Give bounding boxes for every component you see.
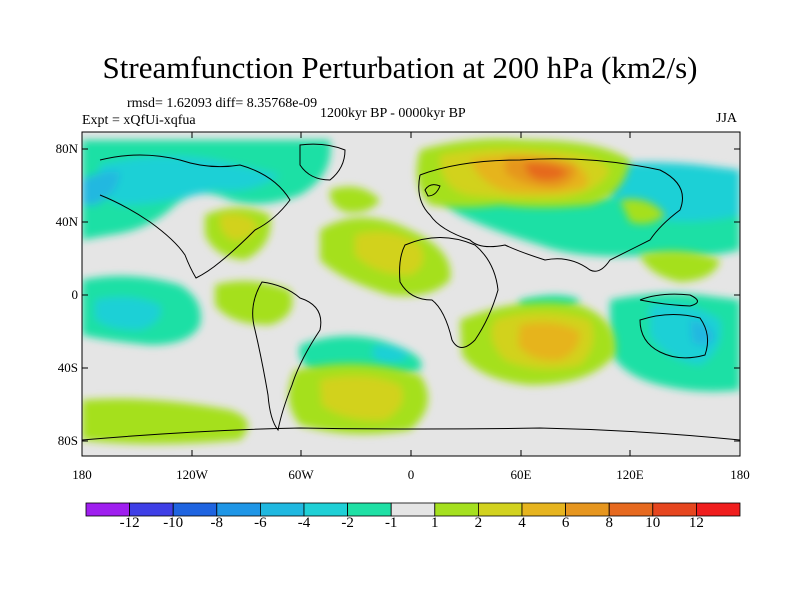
colorbar-label: -8 xyxy=(210,515,224,531)
y-tick-label: 80S xyxy=(57,433,78,448)
x-tick-label: 180 xyxy=(730,467,750,482)
colorbar-swatch xyxy=(696,502,741,517)
y-tick-label: 40N xyxy=(55,214,78,229)
colorbar-label: -6 xyxy=(254,515,267,531)
colorbar-swatch xyxy=(565,502,610,517)
x-tick-label: 0 xyxy=(407,467,415,482)
colorbar-label: 1 xyxy=(431,515,439,531)
colorbar-label: -10 xyxy=(163,515,184,531)
colorbar-label: 4 xyxy=(518,515,526,531)
period-label: 1200kyr BP - 0000kyr BP xyxy=(320,106,466,121)
x-tick-label: 120E xyxy=(616,467,644,482)
tick-marks xyxy=(81,132,741,456)
y-tick-label: 40S xyxy=(57,360,78,375)
colorbar-swatch xyxy=(434,502,479,517)
colorbar xyxy=(85,502,741,517)
experiment-label: Expt = xQfUi-xqfua xyxy=(82,113,196,128)
stats-line: rmsd= 1.62093 diff= 8.35768e-09 xyxy=(127,96,318,111)
x-tick-label: 60E xyxy=(510,467,532,482)
colorbar-swatch xyxy=(390,502,436,517)
colorbar-label: -1 xyxy=(384,515,398,531)
colorbar-label: -4 xyxy=(297,515,311,531)
x-tick-label: 60W xyxy=(288,467,314,482)
x-tick-label: 180 xyxy=(72,467,92,482)
x-tick-label: 120W xyxy=(176,467,208,482)
coastlines xyxy=(82,143,740,441)
colorbar-label: 12 xyxy=(688,515,704,531)
colorbar-label: 2 xyxy=(474,515,483,531)
colorbar-label: 8 xyxy=(605,515,613,531)
y-tick-label: 80N xyxy=(55,141,78,156)
season-label: JJA xyxy=(716,111,738,126)
positive-anomalies xyxy=(82,138,720,444)
colorbar-label: 6 xyxy=(561,515,570,531)
colorbar-swatch xyxy=(521,502,566,517)
colorbar-label: 10 xyxy=(645,515,661,531)
y-tick-label: 0 xyxy=(71,287,79,302)
colorbar-swatch xyxy=(477,502,523,517)
contour-field xyxy=(82,132,740,456)
colorbar-label: -2 xyxy=(341,515,354,531)
colorbar-label: -12 xyxy=(119,515,140,531)
chart-title: Streamfunction Perturbation at 200 hPa (… xyxy=(102,50,698,85)
